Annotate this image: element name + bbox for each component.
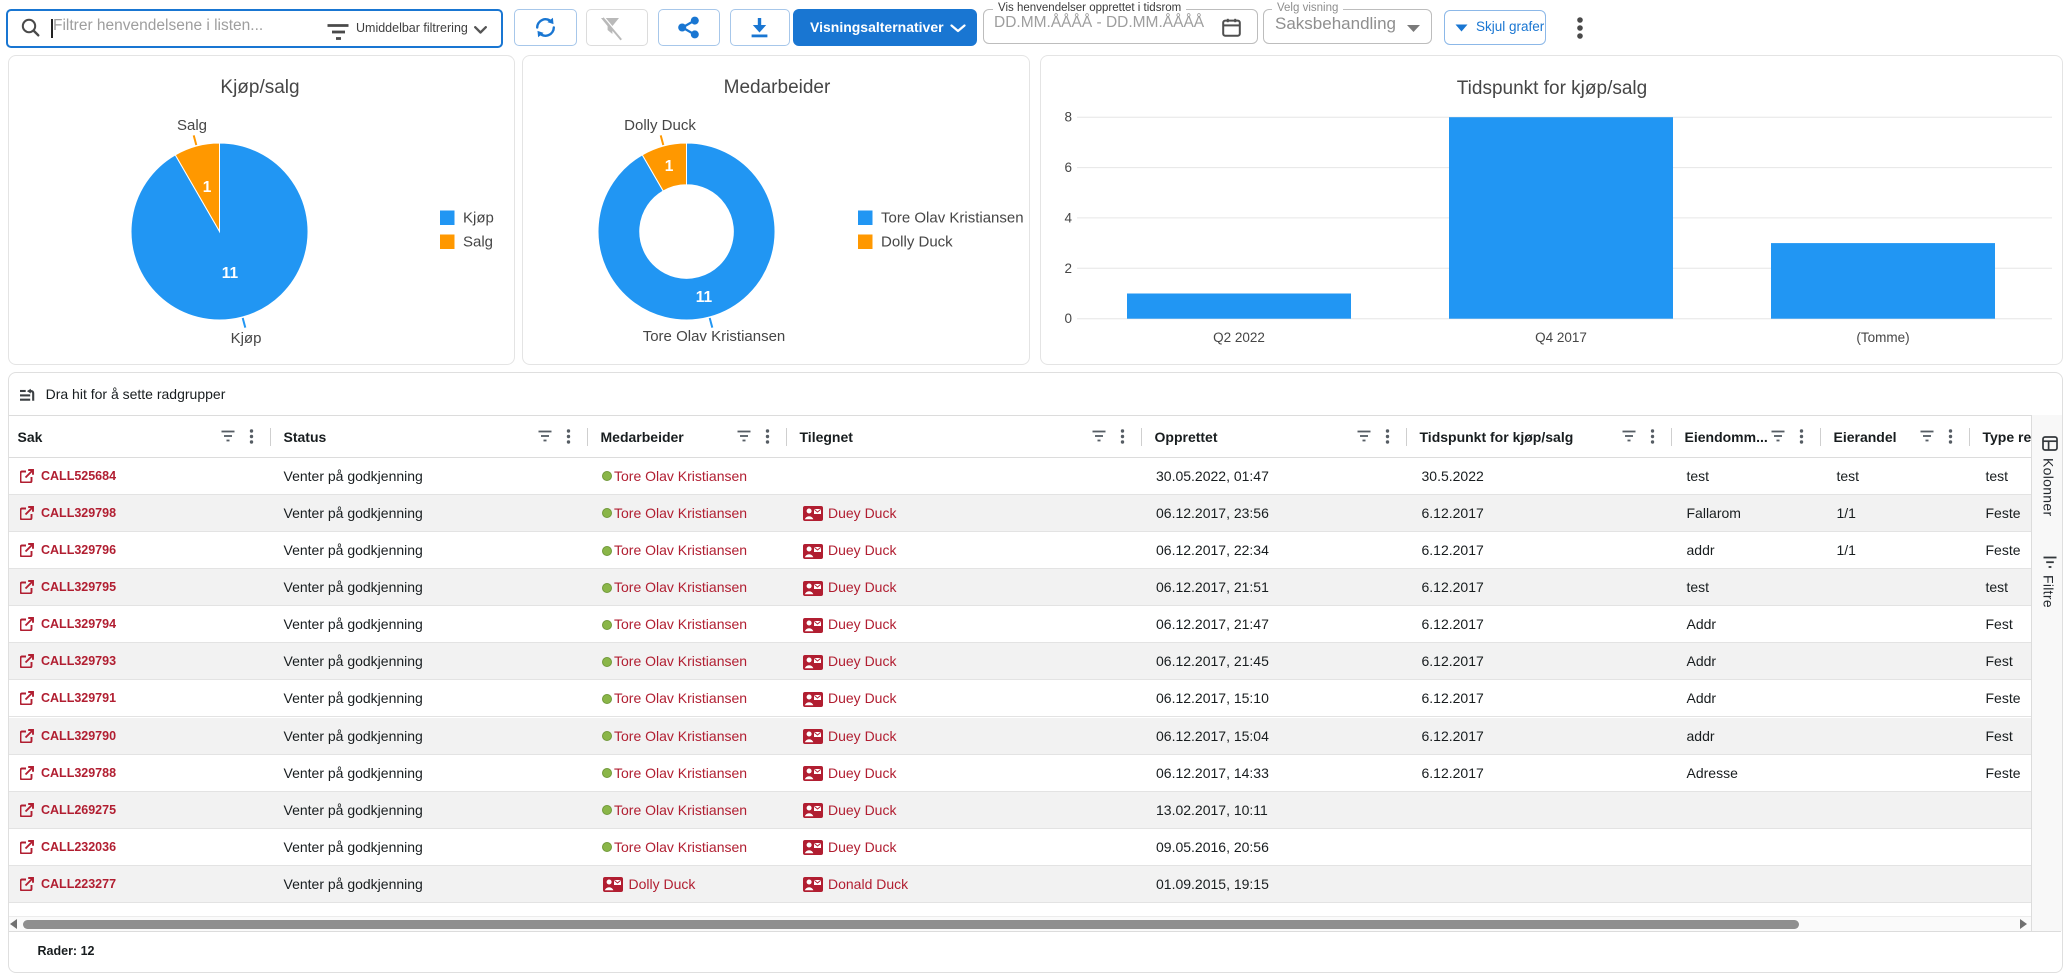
svg-text:Tore Olav Kristiansen: Tore Olav Kristiansen — [881, 210, 1024, 227]
svg-text:Kjøp: Kjøp — [231, 330, 262, 347]
svg-text:1: 1 — [203, 179, 212, 196]
svg-text:0: 0 — [1064, 311, 1072, 326]
svg-text:Tore Olav Kristiansen: Tore Olav Kristiansen — [643, 328, 786, 345]
svg-text:11: 11 — [696, 289, 713, 306]
svg-text:(Tomme): (Tomme) — [1856, 330, 1909, 345]
svg-text:8: 8 — [1064, 110, 1072, 125]
svg-text:Q4 2017: Q4 2017 — [1535, 330, 1587, 345]
svg-text:11: 11 — [222, 265, 239, 282]
svg-text:1: 1 — [665, 158, 674, 175]
svg-text:2: 2 — [1064, 261, 1072, 276]
svg-text:Medarbeider: Medarbeider — [724, 77, 831, 98]
svg-text:Kjøp/salg: Kjøp/salg — [220, 77, 299, 98]
svg-text:Q2 2022: Q2 2022 — [1213, 330, 1265, 345]
svg-text:4: 4 — [1064, 210, 1072, 225]
svg-text:Dolly Duck: Dolly Duck — [624, 117, 696, 134]
svg-text:6: 6 — [1064, 160, 1072, 175]
svg-text:Kjøp: Kjøp — [463, 210, 494, 227]
svg-text:Salg: Salg — [177, 117, 207, 134]
svg-text:Tidspunkt for kjøp/salg: Tidspunkt for kjøp/salg — [1457, 78, 1647, 99]
svg-text:Salg: Salg — [463, 234, 493, 251]
svg-text:Dolly Duck: Dolly Duck — [881, 234, 953, 251]
